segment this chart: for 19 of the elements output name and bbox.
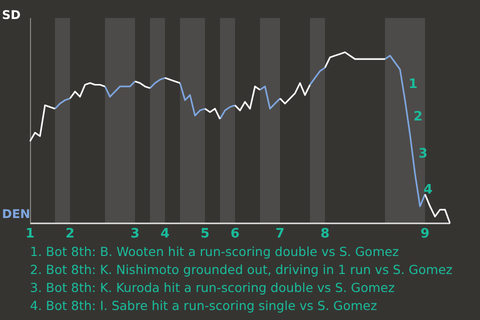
x-tick-label: 8 [320, 226, 330, 242]
x-tick-label: 4 [160, 226, 170, 242]
text: 3. Bot 8th: K. Kuroda hit a run-scoring double vs S. Gomez [30, 279, 396, 297]
annotation: 1 [408, 77, 418, 92]
x-tick-label: 1 [25, 226, 35, 242]
annotation: 4 [424, 182, 433, 198]
x-tick-label: 3 [130, 226, 140, 242]
text: 1. Bot 8th: B. Wooten hit a run-scoring double vs S. Gomez [30, 243, 400, 261]
text: SD [2, 8, 21, 22]
annotation: DEN [2, 207, 30, 222]
annotation: 3 [418, 146, 428, 162]
text: 2. Bot 8th: K. Nishimoto grounded out, driving in 1 run vs S. Gomez [30, 261, 452, 279]
annotation: 2 [414, 110, 423, 125]
x-tick-label: 9 [420, 226, 430, 242]
x-tick-label: 6 [230, 226, 240, 242]
text: 4. Bot 8th: I. Sabre hit a run-scoring single vs S. Gomez [30, 297, 378, 315]
x-tick-label: 7 [275, 226, 285, 242]
x-tick-label: 5 [200, 226, 210, 242]
x-tick-label: 2 [65, 226, 75, 242]
